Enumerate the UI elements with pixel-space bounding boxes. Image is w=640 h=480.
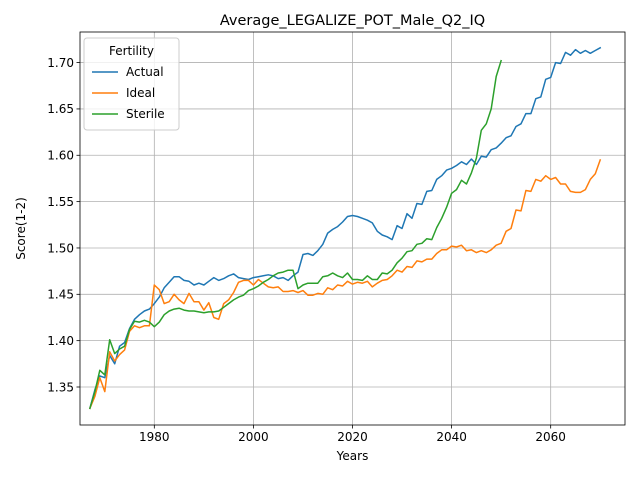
grid-lines [80,32,625,425]
legend-entries: Actual Ideal Sterile [92,65,165,121]
y-tick-label: 1.40 [47,334,74,348]
legend-label-sterile: Sterile [126,107,165,121]
y-tick-label: 1.35 [47,380,74,394]
chart-title: Average_LEGALIZE_POT_Male_Q2_IQ [220,13,485,29]
x-tick-label: 1980 [139,430,170,444]
plot-series [88,46,602,410]
y-tick-label: 1.65 [47,102,74,116]
legend-box [83,37,180,131]
x-tick-label: 2020 [337,430,368,444]
series-line-sterile [88,59,503,410]
y-tick-label: 1.45 [47,288,74,302]
y-tick-label: 1.50 [47,241,74,255]
x-axis-title: Years [336,449,369,463]
legend: Fertility Actual Ideal Sterile [83,37,180,131]
legend-label-actual: Actual [126,65,164,79]
legend-title: Fertility [109,44,154,58]
series-line-ideal [88,158,602,410]
y-tick-label: 1.55 [47,195,74,209]
series-line-actual [88,46,602,410]
x-tick-label: 2000 [238,430,269,444]
x-tick-label: 2040 [436,430,467,444]
legend-label-ideal: Ideal [126,86,155,100]
y-tick-label: 1.60 [47,149,74,163]
y-axis-title: Score(1-2) [14,197,28,260]
x-tick-label: 2060 [535,430,566,444]
axis-ticks: 1980 2000 2020 2040 2060 1.35 1.40 1.45 1.50 1.55… [47,56,566,444]
y-tick-label: 1.70 [47,56,74,70]
